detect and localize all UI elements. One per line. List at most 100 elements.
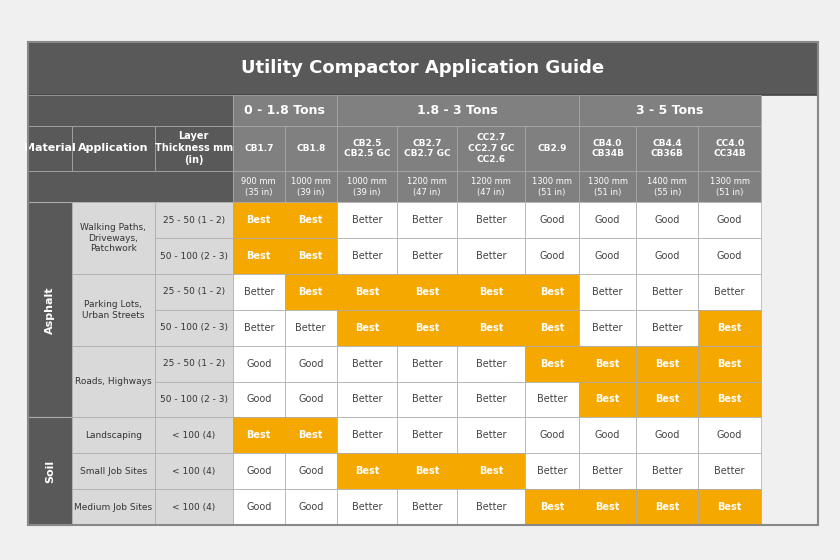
Bar: [579, 171, 636, 202]
Text: Walking Paths,
Driveways,
Patchwork: Walking Paths, Driveways, Patchwork: [81, 223, 146, 253]
Text: < 100 (4): < 100 (4): [172, 431, 215, 440]
Bar: [636, 125, 699, 171]
Bar: [699, 310, 761, 346]
Text: Good: Good: [298, 466, 323, 476]
Bar: [579, 202, 636, 238]
Bar: [71, 202, 155, 274]
Bar: [525, 202, 579, 238]
Bar: [337, 274, 397, 310]
Text: Better: Better: [412, 430, 443, 440]
Text: Best: Best: [540, 323, 564, 333]
Text: Material: Material: [24, 143, 76, 153]
Text: Best: Best: [655, 394, 680, 404]
Bar: [71, 417, 155, 453]
Bar: [155, 310, 233, 346]
Bar: [155, 125, 233, 171]
Text: 1300 mm
(51 in): 1300 mm (51 in): [532, 177, 572, 197]
Bar: [636, 453, 699, 489]
Bar: [457, 346, 525, 381]
Bar: [285, 417, 337, 453]
Bar: [285, 453, 337, 489]
Text: 1300 mm
(51 in): 1300 mm (51 in): [587, 177, 627, 197]
Bar: [337, 453, 397, 489]
Bar: [285, 202, 337, 238]
Bar: [579, 274, 636, 310]
Bar: [233, 417, 285, 453]
Text: Better: Better: [714, 466, 745, 476]
Text: Best: Best: [354, 323, 379, 333]
Bar: [155, 453, 233, 489]
Text: CB1.7: CB1.7: [244, 144, 274, 153]
Bar: [337, 171, 397, 202]
Bar: [636, 489, 699, 525]
Text: 1000 mm
(39 in): 1000 mm (39 in): [291, 177, 331, 197]
Bar: [155, 202, 233, 238]
Text: CB4.0
CB34B: CB4.0 CB34B: [591, 138, 624, 158]
Bar: [337, 310, 397, 346]
Text: Best: Best: [415, 466, 439, 476]
Text: Best: Best: [596, 358, 620, 368]
Text: CB2.7
CB2.7 GC: CB2.7 CB2.7 GC: [404, 138, 450, 158]
Text: Better: Better: [652, 466, 683, 476]
Text: Better: Better: [296, 323, 326, 333]
Text: Best: Best: [298, 251, 323, 261]
Bar: [233, 381, 285, 417]
Text: Better: Better: [244, 287, 274, 297]
Text: 50 - 100 (2 - 3): 50 - 100 (2 - 3): [160, 251, 228, 260]
Bar: [636, 310, 699, 346]
Text: Best: Best: [298, 215, 323, 225]
Bar: [71, 346, 155, 417]
Bar: [397, 171, 457, 202]
Bar: [525, 489, 579, 525]
Bar: [397, 346, 457, 381]
Bar: [337, 346, 397, 381]
Bar: [579, 346, 636, 381]
Bar: [233, 125, 285, 171]
Text: Best: Best: [596, 394, 620, 404]
Bar: [155, 346, 233, 381]
Bar: [28, 42, 818, 95]
Bar: [636, 238, 699, 274]
Bar: [71, 489, 155, 525]
Text: Best: Best: [247, 215, 271, 225]
Bar: [233, 202, 285, 238]
Text: < 100 (4): < 100 (4): [172, 466, 215, 475]
Bar: [337, 125, 397, 171]
Text: Best: Best: [415, 323, 439, 333]
Bar: [233, 274, 285, 310]
Text: Better: Better: [352, 251, 382, 261]
Text: 25 - 50 (1 - 2): 25 - 50 (1 - 2): [163, 287, 225, 296]
Bar: [397, 381, 457, 417]
Bar: [233, 238, 285, 274]
Text: Best: Best: [247, 430, 271, 440]
Text: Better: Better: [475, 502, 507, 512]
Text: CC4.0
CC34B: CC4.0 CC34B: [713, 138, 746, 158]
Bar: [397, 489, 457, 525]
Bar: [337, 238, 397, 274]
Bar: [28, 417, 71, 525]
Bar: [285, 346, 337, 381]
Text: Better: Better: [352, 502, 382, 512]
Bar: [337, 202, 397, 238]
Text: Best: Best: [479, 287, 503, 297]
Bar: [579, 417, 636, 453]
Text: Good: Good: [717, 430, 743, 440]
Text: Best: Best: [354, 287, 379, 297]
Text: Parking Lots,
Urban Streets: Parking Lots, Urban Streets: [82, 300, 144, 320]
Text: Good: Good: [246, 394, 271, 404]
Text: Better: Better: [244, 323, 274, 333]
Text: Roads, Highways: Roads, Highways: [75, 377, 151, 386]
Text: Better: Better: [537, 466, 567, 476]
Bar: [337, 381, 397, 417]
Text: Good: Good: [654, 251, 680, 261]
Bar: [28, 171, 233, 202]
Text: 900 mm
(35 in): 900 mm (35 in): [241, 177, 276, 197]
Bar: [28, 202, 71, 417]
Text: Good: Good: [246, 466, 271, 476]
Text: Good: Good: [246, 502, 271, 512]
Bar: [285, 489, 337, 525]
Bar: [233, 453, 285, 489]
Text: Best: Best: [717, 394, 742, 404]
Text: Better: Better: [537, 394, 567, 404]
Bar: [457, 274, 525, 310]
